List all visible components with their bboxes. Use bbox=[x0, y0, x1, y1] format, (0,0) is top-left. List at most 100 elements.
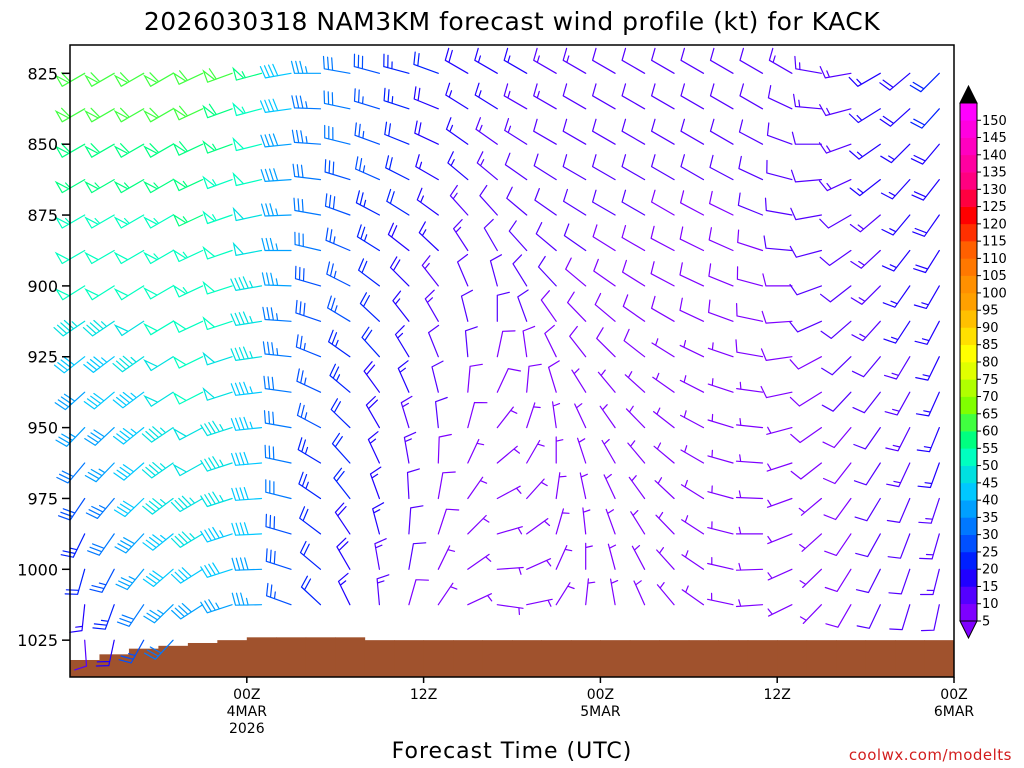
wind-barb bbox=[915, 391, 940, 417]
wind-barb bbox=[231, 592, 263, 606]
colorbar-tick-label: 100 bbox=[982, 286, 1007, 301]
wind-barb bbox=[517, 289, 529, 322]
wind-barb bbox=[567, 291, 587, 322]
wind-barb bbox=[913, 285, 940, 309]
wind-barb bbox=[824, 533, 852, 556]
wind-barb bbox=[82, 319, 115, 337]
wind-barb bbox=[569, 325, 587, 358]
wind-barb bbox=[736, 418, 764, 429]
wind-barb bbox=[403, 431, 417, 464]
y-tick-label: 975 bbox=[27, 489, 58, 508]
wind-barb bbox=[849, 179, 881, 197]
wind-barb bbox=[467, 514, 490, 535]
wind-barb bbox=[624, 371, 646, 393]
colorbar-segment bbox=[960, 586, 977, 605]
wind-barb bbox=[202, 245, 233, 260]
wind-barb bbox=[113, 462, 145, 481]
wind-barb bbox=[200, 526, 233, 543]
colorbar-tick-label: 135 bbox=[982, 166, 1007, 181]
wind-barb bbox=[848, 72, 881, 87]
wind-barb bbox=[172, 105, 204, 121]
colorbar-tick-label: 65 bbox=[982, 407, 999, 422]
wind-barb bbox=[799, 533, 822, 552]
wind-barb bbox=[622, 259, 646, 287]
y-tick-label: 1025 bbox=[17, 631, 58, 650]
wind-barb bbox=[592, 154, 616, 181]
wind-barb bbox=[489, 254, 502, 287]
wind-barb bbox=[880, 179, 911, 200]
wind-barb bbox=[437, 508, 460, 535]
wind-barb bbox=[707, 342, 734, 358]
wind-barb bbox=[621, 225, 646, 252]
wind-barb bbox=[508, 220, 528, 252]
wind-barb bbox=[533, 47, 557, 74]
wind-barb bbox=[621, 118, 646, 145]
wind-barb bbox=[738, 119, 764, 145]
colorbar-tick-label: 150 bbox=[982, 114, 1007, 129]
colorbar-segment bbox=[960, 172, 977, 190]
wind-barb bbox=[856, 604, 881, 629]
colorbar-segment bbox=[960, 534, 977, 553]
wind-barb bbox=[54, 249, 86, 265]
wind-barb bbox=[819, 104, 852, 117]
wind-barb bbox=[437, 471, 456, 500]
wind-barb bbox=[172, 391, 204, 405]
wind-barb bbox=[623, 328, 646, 358]
wind-barb bbox=[884, 391, 911, 416]
wind-barb bbox=[652, 372, 675, 393]
terrain-column bbox=[128, 648, 159, 677]
wind-barb bbox=[708, 227, 734, 252]
wind-barb bbox=[496, 330, 516, 358]
wind-barb bbox=[369, 466, 382, 500]
wind-barb bbox=[476, 151, 498, 181]
wind-barb bbox=[592, 224, 616, 252]
wind-barb bbox=[621, 47, 646, 74]
wind-barb bbox=[789, 320, 822, 333]
wind-barb bbox=[172, 178, 204, 192]
wind-barb bbox=[851, 320, 881, 342]
wind-barb bbox=[799, 568, 822, 588]
wind-barbs-layer bbox=[53, 47, 940, 671]
wind-barb bbox=[535, 222, 557, 252]
wind-barb bbox=[232, 241, 263, 256]
wind-barb bbox=[437, 582, 458, 606]
wind-barb bbox=[232, 171, 263, 187]
colorbar-segment bbox=[960, 327, 977, 346]
wind-barb bbox=[767, 85, 793, 110]
wind-barb bbox=[374, 538, 387, 570]
wind-barb bbox=[230, 346, 263, 361]
colorbar-segment bbox=[960, 258, 977, 276]
y-tick-label: 1000 bbox=[17, 560, 58, 579]
wind-barb bbox=[172, 427, 204, 441]
wind-barb bbox=[651, 47, 675, 74]
wind-barb bbox=[592, 83, 616, 110]
wind-barb bbox=[353, 53, 380, 74]
colorbar-tick-label: 115 bbox=[982, 235, 1007, 250]
wind-barb bbox=[853, 462, 881, 486]
wind-barb bbox=[324, 159, 351, 181]
wind-barb bbox=[328, 329, 351, 358]
colorbar-segment bbox=[960, 379, 977, 397]
terrain-column bbox=[335, 637, 366, 677]
wind-barb bbox=[823, 462, 852, 485]
wind-barb bbox=[74, 639, 88, 671]
wind-barb bbox=[483, 218, 498, 252]
wind-barb bbox=[707, 449, 734, 464]
wind-barb bbox=[143, 143, 174, 158]
wind-barb bbox=[820, 285, 852, 303]
wind-barb bbox=[889, 604, 911, 631]
wind-barb bbox=[202, 316, 233, 330]
wind-barb bbox=[582, 507, 591, 535]
wind-barb bbox=[263, 410, 292, 429]
wind-barb bbox=[259, 63, 292, 79]
wind-barb bbox=[709, 47, 734, 74]
colorbar-segment bbox=[960, 431, 977, 449]
wind-barb bbox=[621, 83, 646, 110]
wind-barb bbox=[413, 51, 439, 74]
wind-barb bbox=[143, 107, 174, 123]
wind-barb bbox=[113, 427, 145, 445]
wind-barb bbox=[356, 224, 380, 252]
wind-barb bbox=[798, 497, 822, 516]
wind-barb bbox=[533, 83, 557, 110]
